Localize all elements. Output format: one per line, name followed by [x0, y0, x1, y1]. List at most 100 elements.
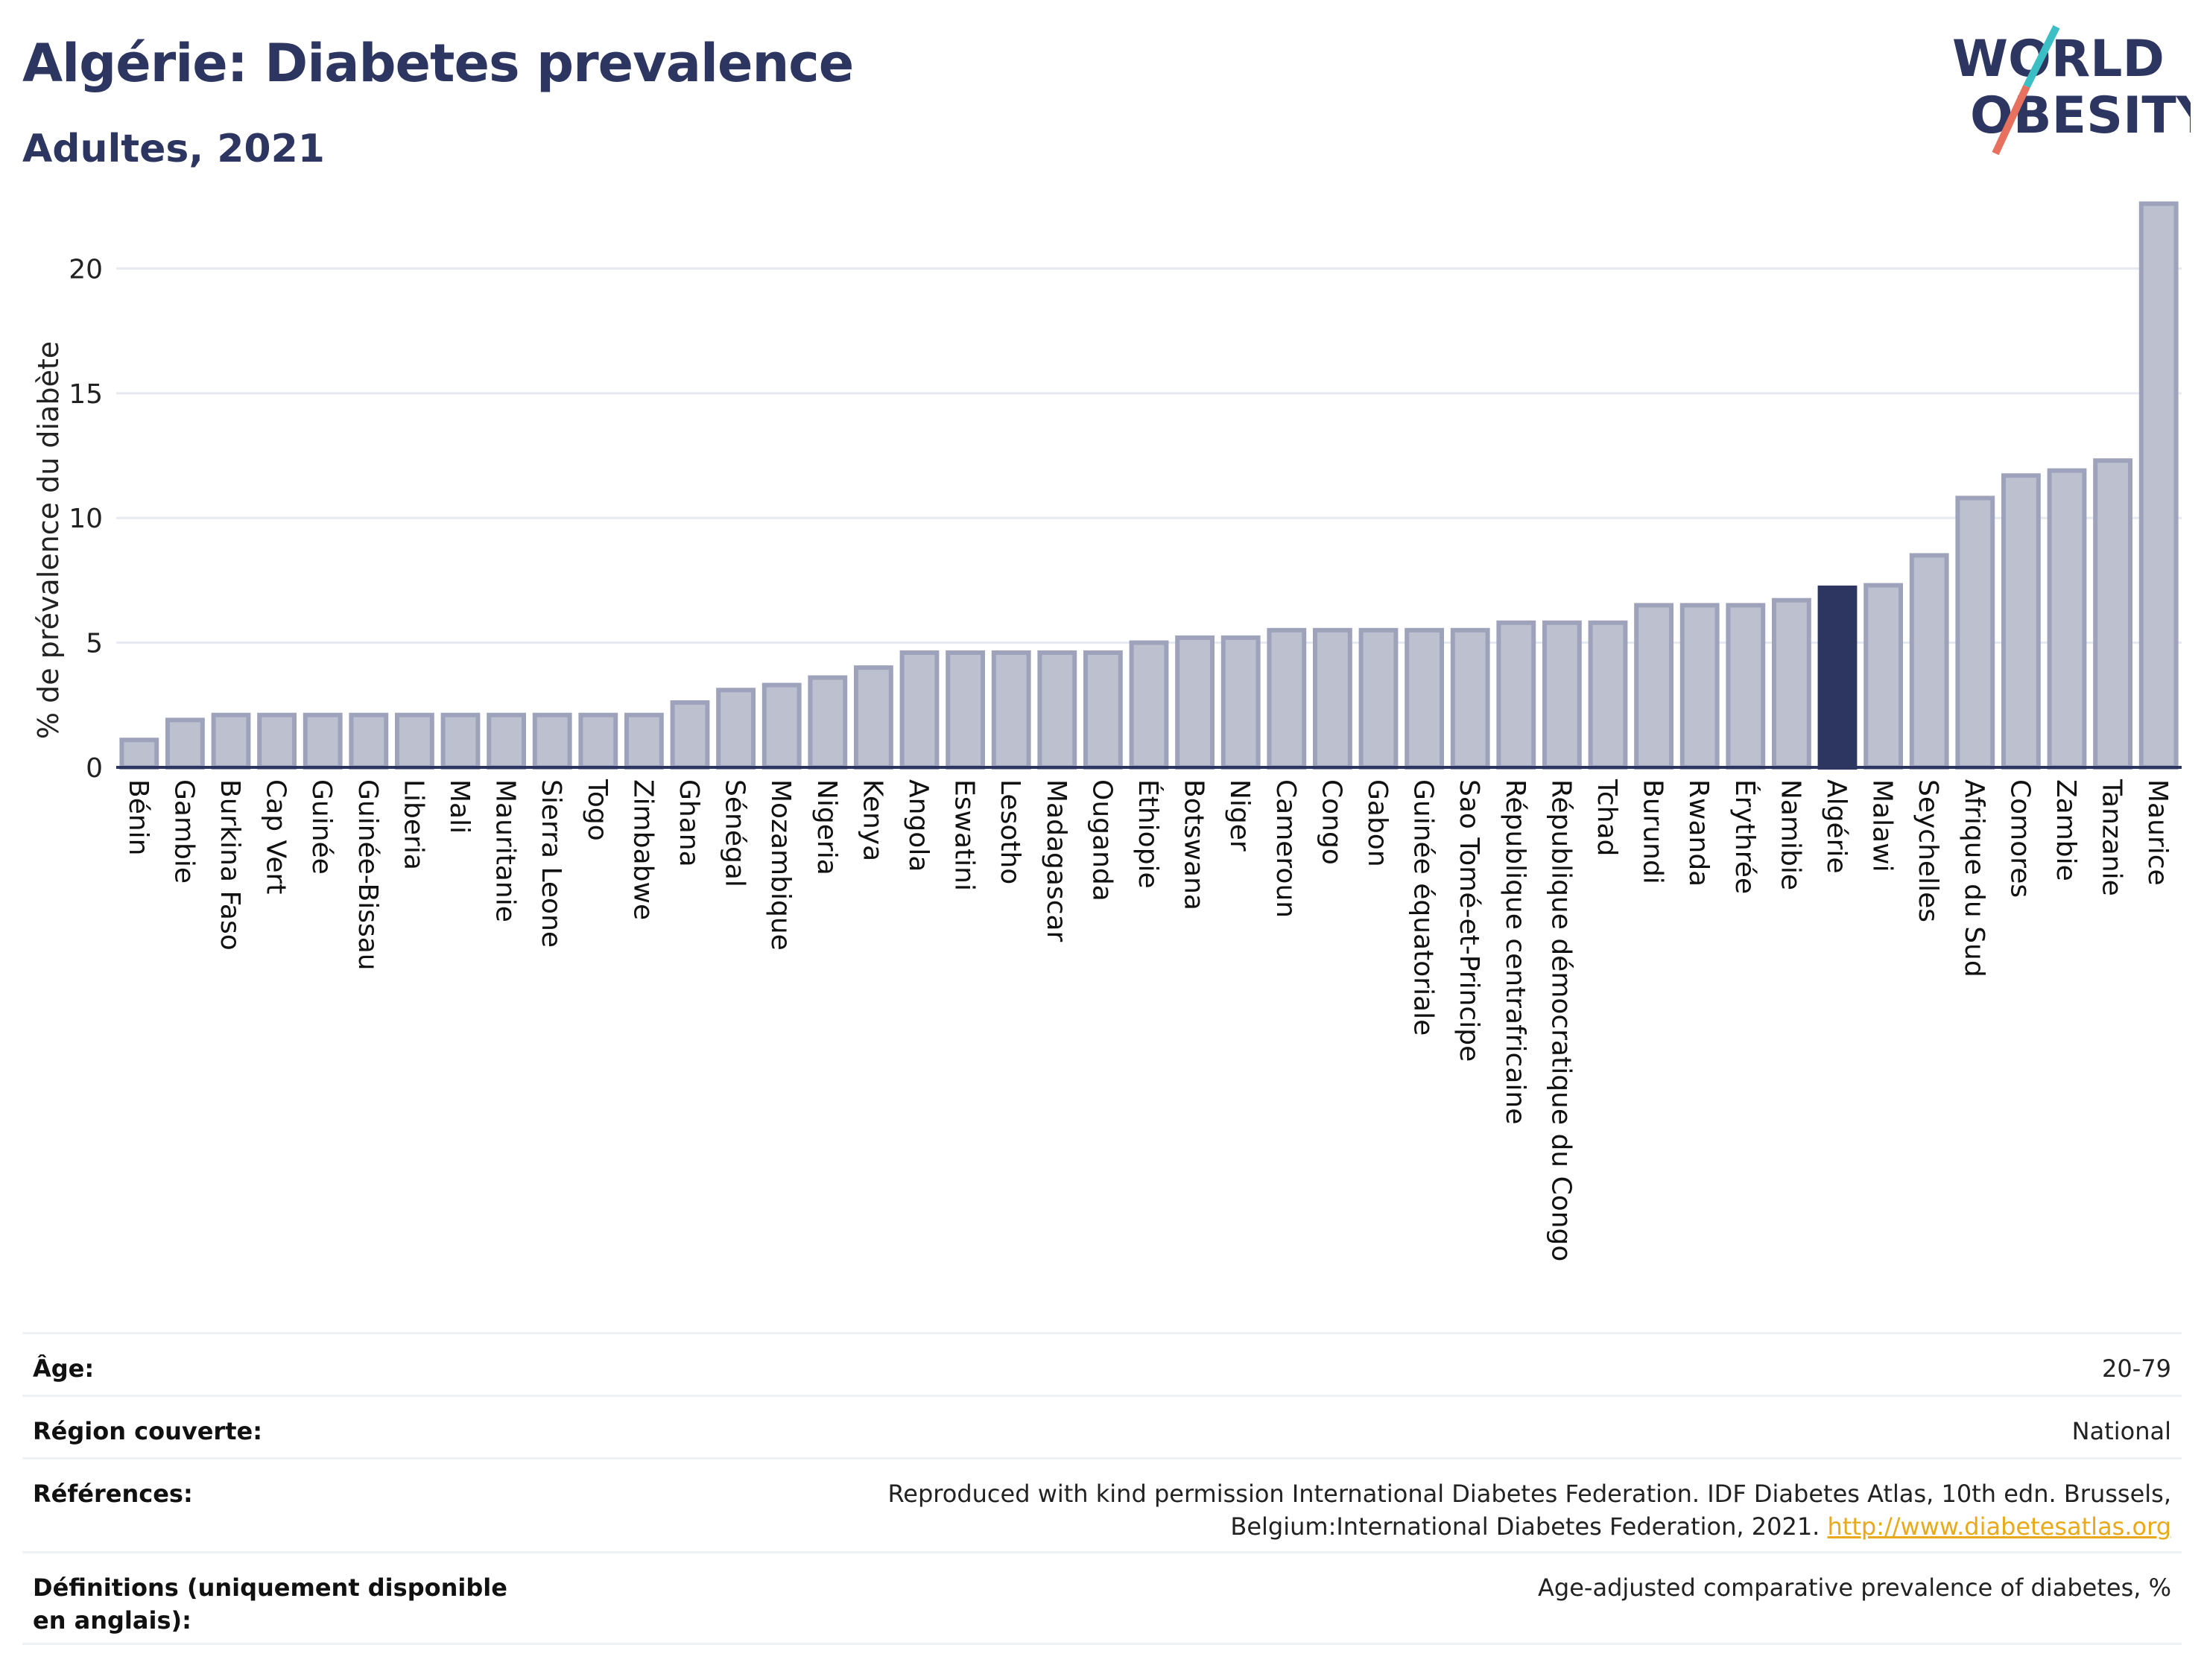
bar: [1909, 553, 1949, 770]
x-tick-label: Zimbabwe: [627, 779, 658, 920]
bar: [1726, 603, 1766, 770]
metadata-row: Âge: 20-79: [22, 1332, 2182, 1395]
logo-line1: WORLD: [1952, 30, 2165, 89]
x-tick-label: Liberia: [398, 779, 428, 870]
x-tick-label: Madagascar: [1041, 779, 1071, 942]
y-tick-label: 15: [69, 379, 103, 410]
x-tick-label: Éthiopie: [1133, 779, 1164, 889]
x-tick-label: Seychelles: [1913, 779, 1943, 922]
bar: [1771, 597, 1811, 770]
x-tick-label: Burkina Faso: [215, 779, 245, 951]
reference-link[interactable]: http://www.diabetesatlas.org: [1827, 1512, 2171, 1541]
bar: [2138, 201, 2179, 770]
bar: [1129, 640, 1169, 770]
bar: [165, 717, 205, 770]
x-tick-label: Guinée équatoriale: [1408, 779, 1439, 1036]
bar: [1679, 603, 1720, 770]
x-tick-label: Sao Tomé-et-Principe: [1454, 779, 1484, 1062]
x-tick-label: Comores: [2004, 779, 2035, 898]
metadata-label: Définitions (uniquement disponible en an…: [33, 1573, 507, 1635]
logo-slash-teal: [2023, 25, 2060, 89]
metadata-label: Âge:: [33, 1354, 95, 1383]
x-tick-label: Mauritanie: [490, 779, 521, 922]
x-tick-label: Lesotho: [995, 779, 1025, 884]
x-tick-label: Maurice: [2142, 779, 2173, 886]
metadata-value: Reproduced with kind permission Internat…: [887, 1480, 2172, 1541]
logo-slash-coral: [1992, 84, 2030, 156]
x-tick-label: Togo: [582, 779, 612, 841]
bar: [716, 688, 756, 770]
x-tick-label: Gabon: [1362, 779, 1393, 867]
x-tick-label: Algérie: [1821, 779, 1852, 874]
bar: [257, 712, 297, 770]
x-tick-label: Malawi: [1867, 779, 1898, 872]
x-tick-label: Gambie: [168, 779, 199, 884]
x-tick-label: Angola: [903, 779, 934, 872]
bar: [624, 712, 664, 770]
x-tick-label: Niger: [1224, 779, 1255, 852]
metadata-table: Âge: 20-79 Région couverte: National Référen…: [22, 1332, 2182, 1645]
metadata-row: Références: Reproduced with kind permissi…: [22, 1457, 2182, 1551]
bar: [1220, 635, 1261, 770]
x-tick-label: Ouganda: [1086, 779, 1117, 901]
bar: [853, 665, 893, 770]
x-tick-label: Afrique du Sud: [1959, 779, 1989, 977]
x-tick-label: Mozambique: [765, 779, 796, 951]
bar: [761, 682, 802, 770]
x-tick-label: Tchad: [1592, 779, 1622, 856]
y-tick-label: 5: [86, 629, 103, 659]
bar: [808, 675, 848, 770]
bar: [899, 650, 940, 770]
page-subtitle: Adultes, 2021: [22, 127, 325, 171]
bar: [394, 712, 434, 770]
bar: [1083, 650, 1123, 770]
x-tick-label: Rwanda: [1683, 779, 1714, 887]
bar: [1817, 585, 1858, 770]
bar: [119, 738, 159, 770]
bar: [1496, 620, 1536, 770]
bar: [303, 712, 343, 770]
x-tick-label: Bénin: [123, 779, 153, 855]
y-tick-label: 20: [69, 254, 103, 285]
bar: [946, 650, 986, 770]
metadata-value: 20-79: [2102, 1354, 2171, 1383]
bar: [1588, 620, 1628, 770]
x-tick-label: République centrafricaine: [1500, 779, 1530, 1124]
x-tick-label: Cap Vert: [261, 779, 291, 894]
x-tick-label: Eswatini: [949, 779, 980, 891]
x-tick-label: Burundi: [1638, 779, 1668, 884]
bar: [211, 712, 251, 770]
bar: [1175, 635, 1215, 770]
x-tick-label: Sierra Leone: [536, 779, 566, 948]
bar: [1450, 627, 1490, 770]
x-tick-label: Ghana: [674, 779, 704, 867]
bar: [1037, 650, 1077, 770]
bar: [532, 712, 572, 770]
bar: [349, 712, 389, 770]
bar: [1405, 627, 1445, 770]
y-axis-label: % de prévalence du diabète: [32, 341, 65, 739]
x-tick-label: Sénégal: [720, 779, 750, 887]
page-title: Algérie: Diabetes prevalence: [22, 33, 854, 94]
bar: [1863, 583, 1904, 770]
x-tick-label: Guinée: [306, 779, 337, 875]
bar: [1267, 627, 1307, 770]
bar: [670, 700, 710, 770]
x-tick-label: République démocratique du Congo: [1545, 779, 1576, 1261]
bar: [1312, 627, 1352, 770]
bar: [1634, 603, 1674, 770]
x-tick-label: Mali: [444, 779, 475, 834]
x-tick-label: Cameroun: [1270, 779, 1301, 918]
metadata-row: Région couverte: National: [22, 1395, 2182, 1457]
bar: [991, 650, 1031, 770]
x-tick-label: Kenya: [857, 779, 887, 861]
bar: [1542, 620, 1582, 770]
metadata-row: Définitions (uniquement disponible en an…: [22, 1551, 2182, 1645]
x-tick-label: Nigeria: [811, 779, 842, 875]
bar: [1955, 495, 1995, 770]
y-tick-label: 0: [86, 753, 103, 784]
x-tick-label: Érythrée: [1729, 779, 1761, 894]
x-tick-label: Tanzanie: [2097, 779, 2127, 896]
x-tick-label: Botswana: [1179, 779, 1209, 910]
bar: [2093, 458, 2133, 770]
